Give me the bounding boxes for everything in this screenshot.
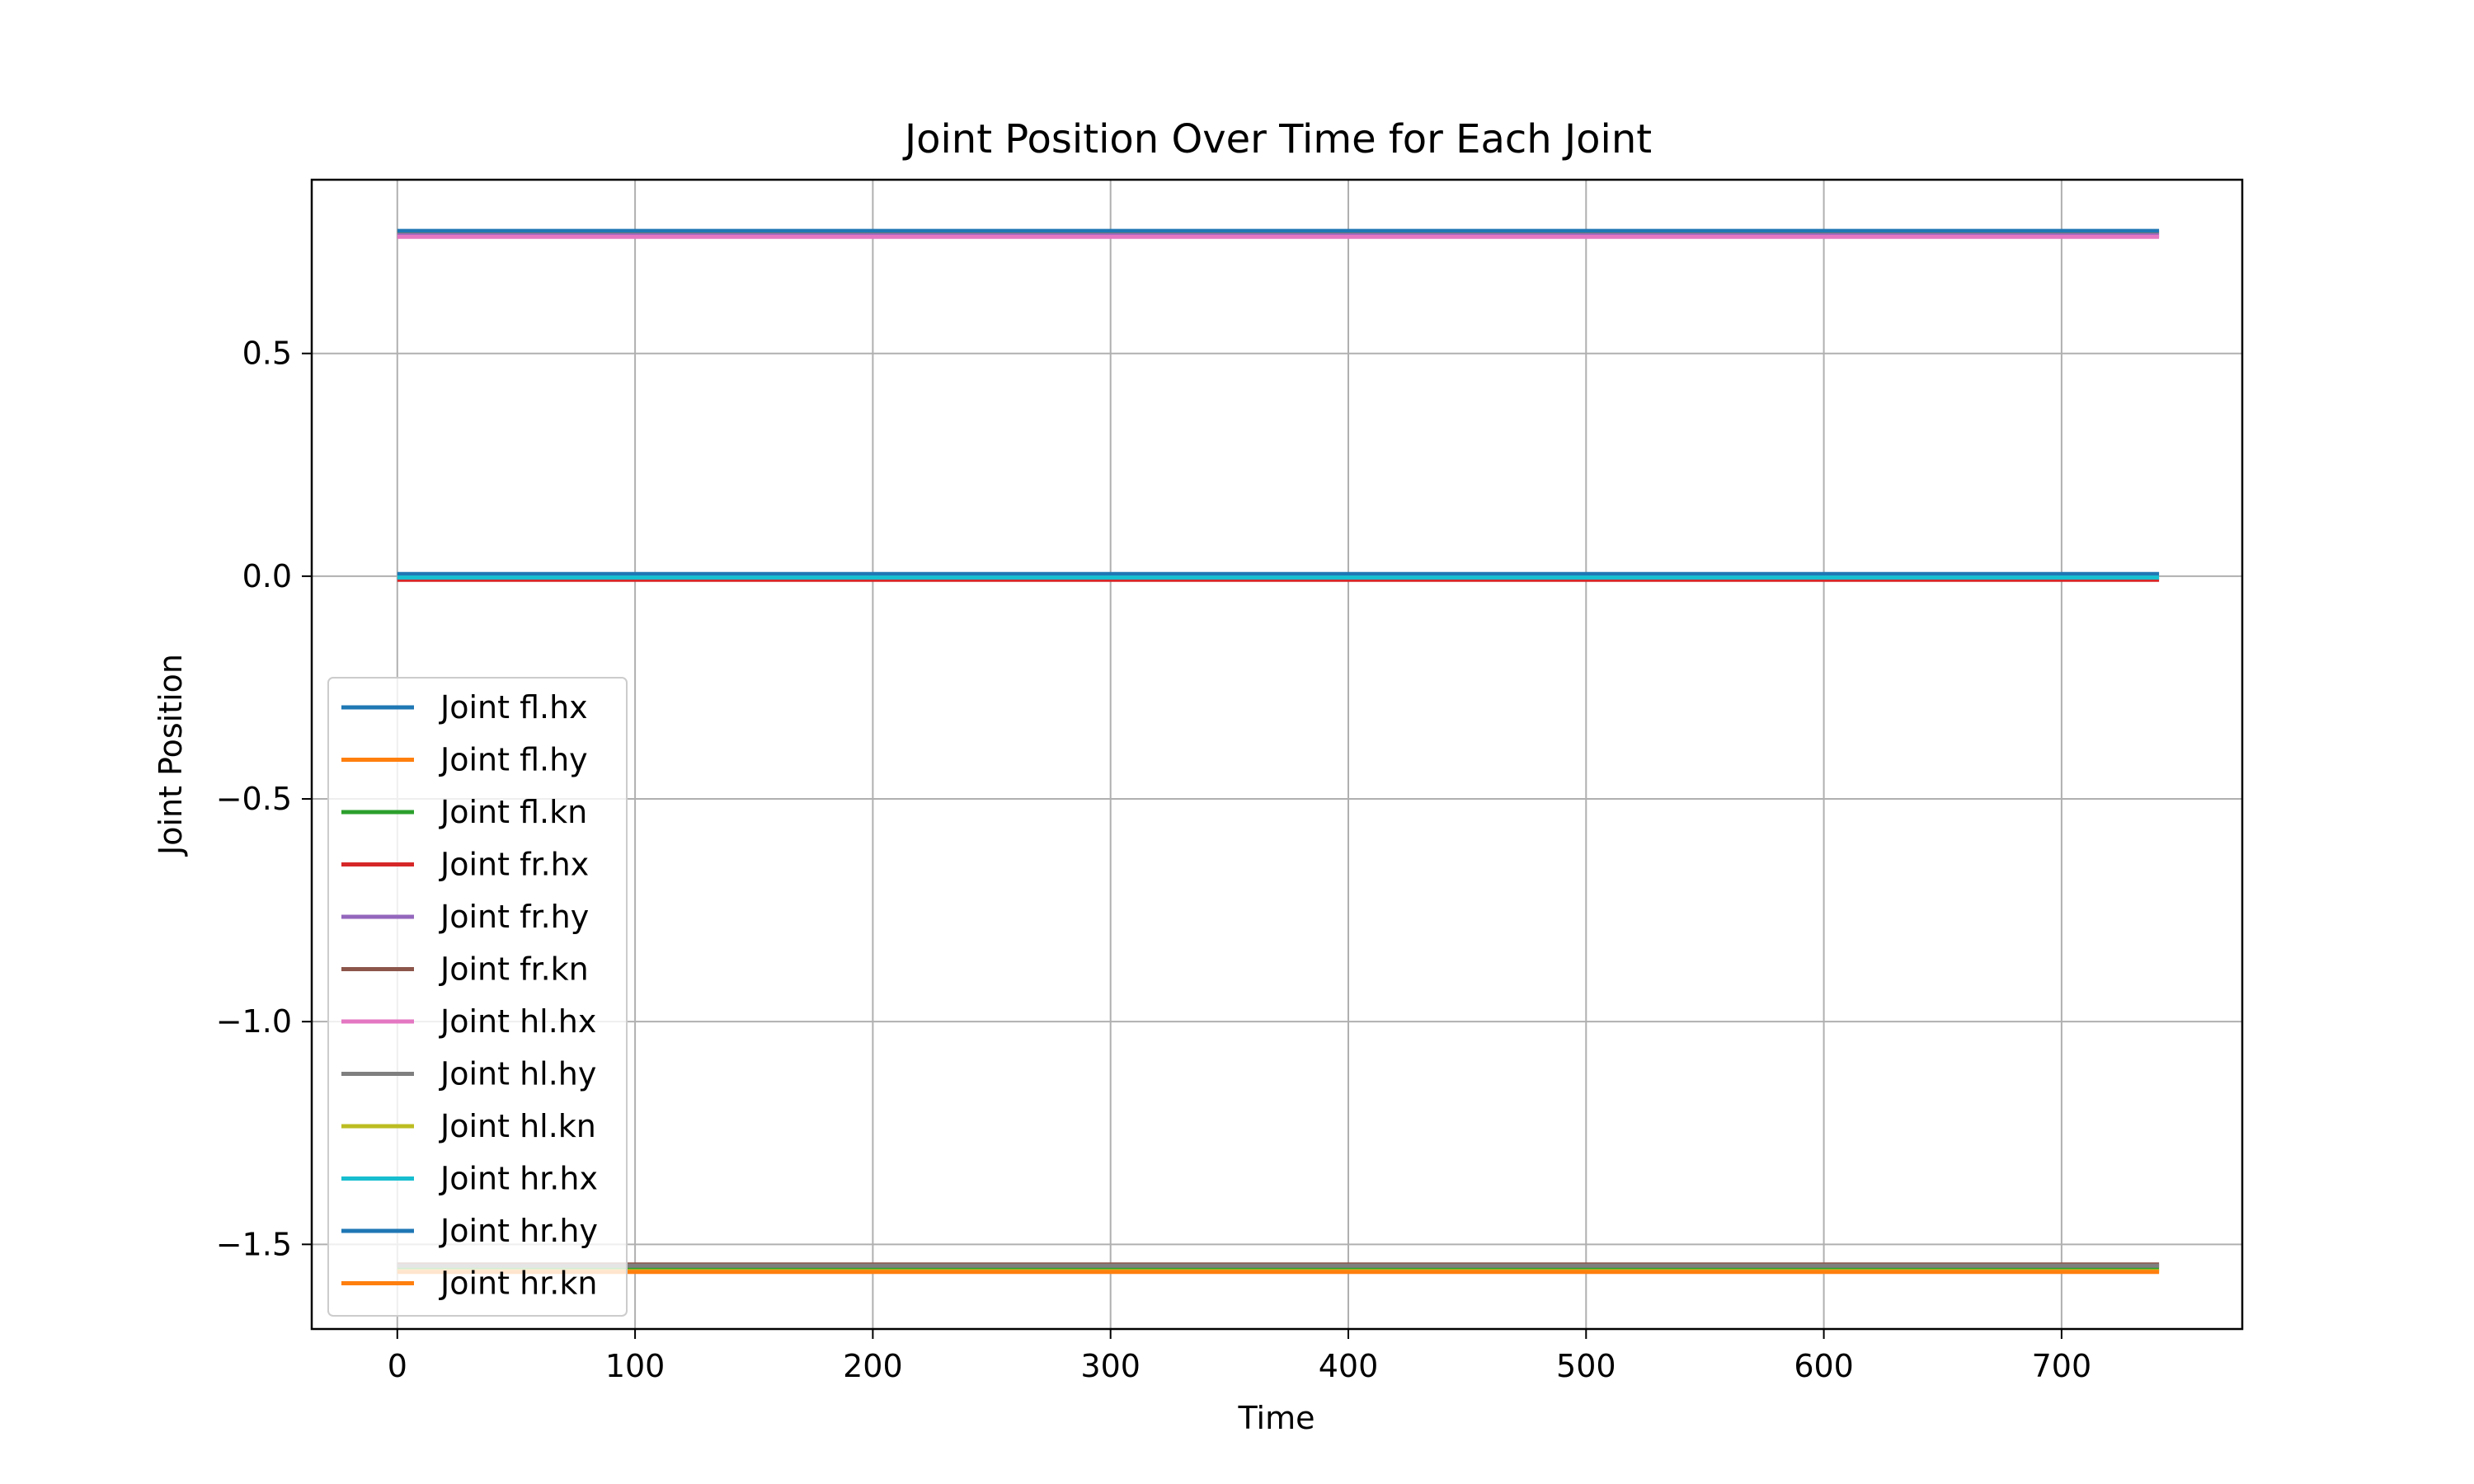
legend-label: Joint fr.kn: [439, 951, 589, 988]
legend-label: Joint hl.kn: [439, 1108, 596, 1144]
y-tick-label: −1.0: [216, 1003, 292, 1040]
y-tick-label: −0.5: [216, 781, 292, 817]
plot-frame: [310, 178, 2244, 1331]
legend-label: Joint fl.hx: [439, 689, 588, 726]
y-tick-label: 0.5: [242, 336, 292, 372]
x-tick-label: 300: [1080, 1348, 1141, 1384]
legend-box: [327, 677, 628, 1317]
series-lines: [397, 228, 2160, 1275]
legend-label: Joint hl.hx: [439, 1003, 596, 1040]
x-tick-label: 400: [1319, 1348, 1379, 1384]
legend-label: Joint hl.hy: [439, 1056, 596, 1092]
x-tick-label: 200: [843, 1348, 903, 1384]
x-tick-label: 500: [1556, 1348, 1616, 1384]
y-axis-label: Joint Position: [153, 654, 189, 857]
chart-title: Joint Position Over Time for Each Joint: [902, 116, 1652, 162]
legend-label: Joint fr.hy: [439, 899, 589, 935]
x-tick-label: 600: [1794, 1348, 1854, 1384]
x-tick-label: 700: [2032, 1348, 2092, 1384]
y-tick-label: 0.0: [242, 558, 292, 594]
legend-label: Joint hr.hx: [439, 1161, 598, 1197]
legend-label: Joint hr.hy: [439, 1213, 598, 1249]
legend-label: Joint fr.hx: [439, 847, 589, 883]
axis-ticks: 0 100 200 300 400 500 600 700 0.5 0.0 −0.5 −1.0 −1.5: [216, 336, 2091, 1384]
x-tick-label: 0: [388, 1348, 407, 1384]
legend-label: Joint fl.hy: [439, 742, 588, 778]
y-tick-label: −1.5: [216, 1226, 292, 1262]
x-tick-label: 100: [605, 1348, 666, 1384]
legend-label: Joint hr.kn: [439, 1266, 597, 1302]
x-axis-label: Time: [1238, 1400, 1315, 1436]
legend: Joint fl.hx Joint fl.hy Joint fl.kn Joint f…: [327, 677, 628, 1317]
legend-label: Joint fl.kn: [439, 794, 587, 830]
